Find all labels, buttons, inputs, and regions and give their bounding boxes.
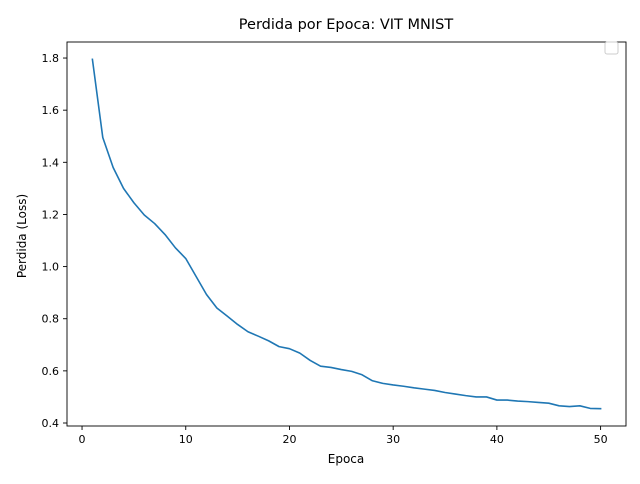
y-tick-label: 1.2 <box>42 208 60 221</box>
y-axis-label: Perdida (Loss) <box>15 194 29 278</box>
x-tick-label: 30 <box>386 433 400 446</box>
x-tick-label: 40 <box>490 433 504 446</box>
y-tick-label: 1.0 <box>42 261 60 274</box>
y-tick-label: 1.4 <box>42 156 60 169</box>
legend-box <box>605 42 618 54</box>
x-tick-label: 20 <box>282 433 296 446</box>
x-tick-label: 50 <box>594 433 608 446</box>
y-tick-label: 1.8 <box>42 52 60 65</box>
x-tick-label: 0 <box>79 433 86 446</box>
chart-title: Perdida por Epoca: VIT MNIST <box>239 17 454 33</box>
y-tick-label: 0.8 <box>42 313 60 326</box>
y-tick-label: 0.4 <box>42 417 60 430</box>
y-tick-label: 1.6 <box>42 104 60 117</box>
x-tick-label: 10 <box>179 433 193 446</box>
x-axis-label: Epoca <box>328 452 365 466</box>
y-tick-label: 0.6 <box>42 365 60 378</box>
